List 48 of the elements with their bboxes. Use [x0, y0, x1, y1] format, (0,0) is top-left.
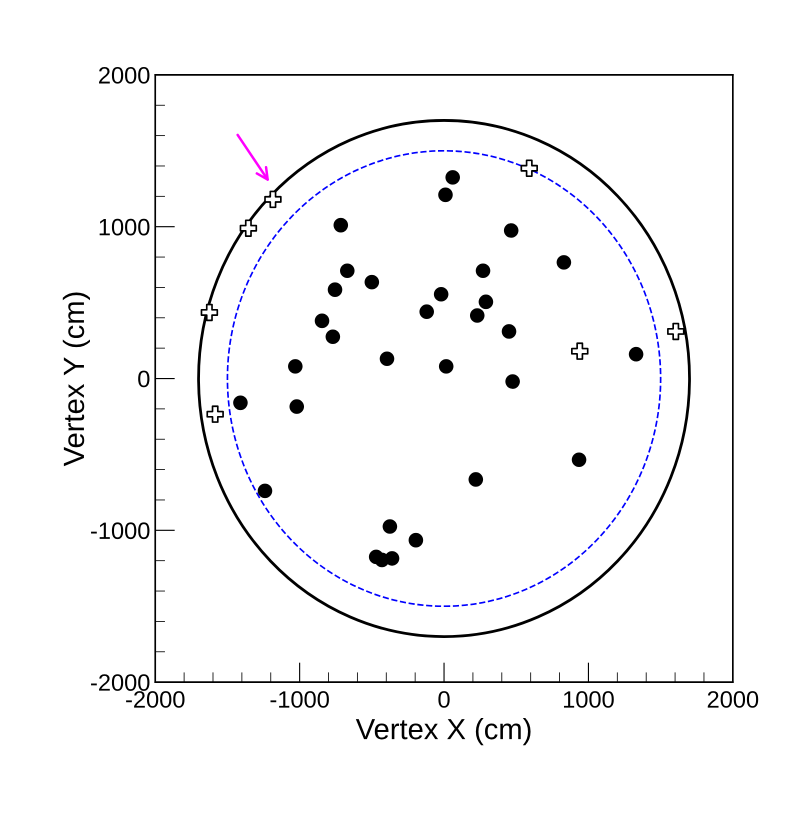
- point: [314, 314, 330, 328]
- point: [434, 286, 448, 302]
- point: [571, 342, 589, 360]
- point: [468, 472, 484, 487]
- y-tick-label: 2000: [99, 66, 150, 84]
- point: [478, 294, 494, 310]
- point: [505, 374, 520, 389]
- point: [233, 396, 248, 410]
- point: [445, 170, 460, 185]
- y-axis-title: Vertex Y (cm): [62, 292, 90, 466]
- point: [438, 359, 454, 374]
- point: [240, 219, 258, 237]
- point: [470, 308, 485, 323]
- point: [200, 304, 218, 322]
- y-tick-label: 1000: [100, 218, 150, 236]
- x-tick-label: -2000: [126, 691, 185, 708]
- x-tick-label: 1000: [564, 691, 614, 708]
- point: [340, 263, 355, 278]
- point: [334, 218, 348, 232]
- point: [572, 452, 586, 468]
- y-tick-label: -1000: [91, 522, 150, 540]
- point: [520, 160, 538, 178]
- point: [502, 324, 516, 339]
- point: [419, 304, 434, 319]
- point: [384, 551, 400, 566]
- x-axis-title: Vertex X (cm): [356, 718, 531, 746]
- point: [328, 282, 342, 297]
- point: [438, 188, 453, 202]
- point: [628, 346, 644, 362]
- point: [326, 329, 340, 344]
- point: [289, 399, 304, 414]
- point: [258, 484, 272, 498]
- point: [667, 322, 685, 340]
- x-tick-label: 0: [438, 691, 450, 708]
- point: [476, 263, 490, 278]
- point: [206, 405, 224, 423]
- point: [408, 532, 424, 548]
- x-tick-label: -1000: [270, 691, 329, 708]
- point: [264, 190, 282, 208]
- y-tick-label: -2000: [91, 674, 150, 691]
- point: [380, 351, 394, 366]
- y-tick-label: 0: [138, 370, 150, 388]
- point: [556, 255, 572, 270]
- point: [288, 359, 303, 374]
- point: [382, 519, 398, 534]
- point: [364, 274, 380, 290]
- x-tick-label: 2000: [708, 691, 758, 708]
- point: [504, 223, 518, 238]
